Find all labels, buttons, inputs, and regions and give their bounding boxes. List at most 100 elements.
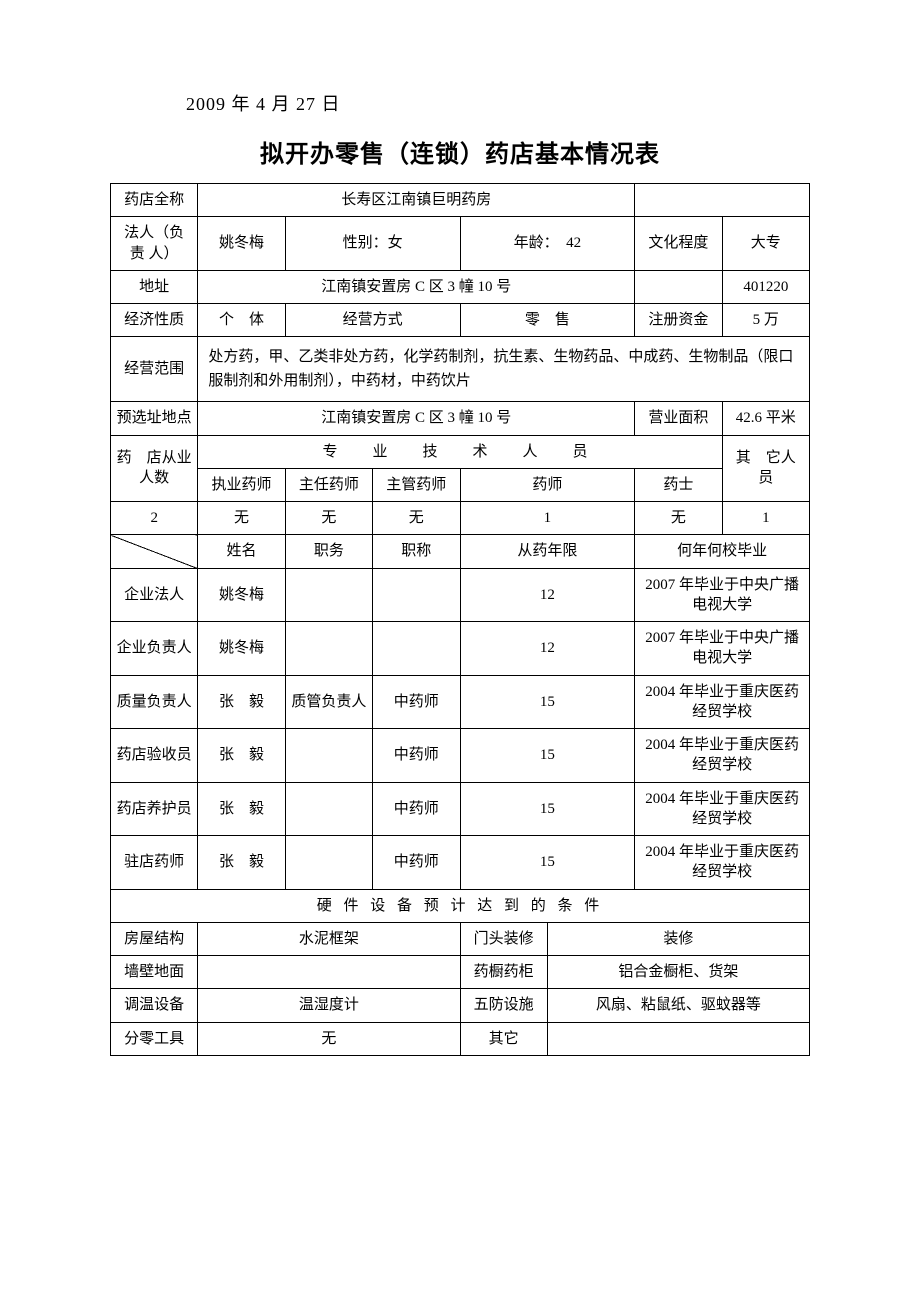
label-licensed-pharmacist: 执业药师 bbox=[198, 468, 285, 501]
value-business-area: 42.6 平米 bbox=[722, 402, 809, 435]
row-person-maintainer: 药店养护员 张 毅 中药师 15 2004 年毕业于重庆医药经贸学校 bbox=[111, 782, 810, 836]
row-business-scope: 经营范围 处方药，甲、乙类非处方药，化学药制剂，抗生素、生物药品、中成药、生物制… bbox=[111, 337, 810, 402]
person-name: 张 毅 bbox=[198, 729, 285, 783]
label-title: 职称 bbox=[373, 535, 460, 568]
value-temp-control: 温湿度计 bbox=[198, 989, 460, 1022]
row-temp-control: 调温设备 温湿度计 五防设施 风扇、粘鼠纸、驱蚊器等 bbox=[111, 989, 810, 1022]
value-chief-pharmacist: 无 bbox=[285, 502, 372, 535]
label-store-name: 药店全称 bbox=[111, 184, 198, 217]
document-date: 2009 年 4 月 27 日 bbox=[186, 90, 810, 116]
person-title: 中药师 bbox=[373, 729, 460, 783]
value-others bbox=[547, 1022, 809, 1055]
label-professional-header: 专 业 技 术 人 员 bbox=[198, 435, 722, 468]
value-registered-capital: 5 万 bbox=[722, 304, 809, 337]
value-retail-tools: 无 bbox=[198, 1022, 460, 1055]
row-store-name: 药店全称 长寿区江南镇巨明药房 bbox=[111, 184, 810, 217]
value-address: 江南镇安置房 C 区 3 幢 10 号 bbox=[198, 270, 635, 303]
empty-cell bbox=[635, 184, 810, 217]
row-staff-counts: 2 无 无 无 1 无 1 bbox=[111, 502, 810, 535]
role-resident-pharmacist: 驻店药师 bbox=[111, 836, 198, 890]
label-registered-capital: 注册资金 bbox=[635, 304, 722, 337]
empty-cell bbox=[635, 270, 722, 303]
role-manager: 企业负责人 bbox=[111, 622, 198, 676]
label-preselected-location: 预选址地点 bbox=[111, 402, 198, 435]
person-name: 张 毅 bbox=[198, 675, 285, 729]
person-title: 中药师 bbox=[373, 782, 460, 836]
role-maintainer: 药店养护员 bbox=[111, 782, 198, 836]
label-chief-pharmacist: 主任药师 bbox=[285, 468, 372, 501]
value-business-mode: 零 售 bbox=[460, 304, 635, 337]
value-staff-count: 2 bbox=[111, 502, 198, 535]
value-other-staff: 1 bbox=[722, 502, 809, 535]
row-person-inspector: 药店验收员 张 毅 中药师 15 2004 年毕业于重庆医药经贸学校 bbox=[111, 729, 810, 783]
label-education: 文化程度 bbox=[635, 217, 722, 271]
value-postal-code: 401220 bbox=[722, 270, 809, 303]
person-position: 质管负责人 bbox=[285, 675, 372, 729]
label-business-scope: 经营范围 bbox=[111, 337, 198, 402]
person-years: 12 bbox=[460, 622, 635, 676]
person-grad: 2007 年毕业于中央广播电视大学 bbox=[635, 568, 810, 622]
person-grad: 2004 年毕业于重庆医药经贸学校 bbox=[635, 675, 810, 729]
label-retail-tools: 分零工具 bbox=[111, 1022, 198, 1055]
value-business-scope: 处方药，甲、乙类非处方药，化学药制剂，抗生素、生物药品、中成药、生物制品（限口服… bbox=[198, 337, 810, 402]
row-person-resident: 驻店药师 张 毅 中药师 15 2004 年毕业于重庆医药经贸学校 bbox=[111, 836, 810, 890]
person-name: 张 毅 bbox=[198, 836, 285, 890]
value-education: 大专 bbox=[722, 217, 809, 271]
value-five-proof: 风扇、粘鼠纸、驱蚊器等 bbox=[547, 989, 809, 1022]
label-gender: 性别： bbox=[343, 235, 388, 251]
label-supervising-pharmacist: 主管药师 bbox=[373, 468, 460, 501]
person-name: 姚冬梅 bbox=[198, 568, 285, 622]
person-years: 15 bbox=[460, 729, 635, 783]
person-years: 15 bbox=[460, 675, 635, 729]
person-name: 张 毅 bbox=[198, 782, 285, 836]
row-staff-subheader: 执业药师 主任药师 主管药师 药师 药士 bbox=[111, 468, 810, 501]
value-licensed-pharmacist: 无 bbox=[198, 502, 285, 535]
pharmacy-info-table: 药店全称 长寿区江南镇巨明药房 法人（负 责 人） 姚冬梅 性别：女 年龄： 4… bbox=[110, 183, 810, 1056]
row-hardware-header: 硬 件 设 备 预 计 达 到 的 条 件 bbox=[111, 889, 810, 922]
row-retail-tools: 分零工具 无 其它 bbox=[111, 1022, 810, 1055]
label-pharmacy-tech: 药士 bbox=[635, 468, 722, 501]
person-title bbox=[373, 568, 460, 622]
label-pharmacist: 药师 bbox=[460, 468, 635, 501]
person-position bbox=[285, 622, 372, 676]
person-years: 15 bbox=[460, 782, 635, 836]
person-title: 中药师 bbox=[373, 836, 460, 890]
person-grad: 2004 年毕业于重庆医药经贸学校 bbox=[635, 729, 810, 783]
value-supervising-pharmacist: 无 bbox=[373, 502, 460, 535]
label-other-staff: 其 它人 员 bbox=[722, 435, 809, 502]
role-legal-person: 企业法人 bbox=[111, 568, 198, 622]
label-name: 姓名 bbox=[198, 535, 285, 568]
label-temp-control: 调温设备 bbox=[111, 989, 198, 1022]
label-legal-person: 法人（负 责 人） bbox=[111, 217, 198, 271]
label-five-proof: 五防设施 bbox=[460, 989, 547, 1022]
value-legal-person-name: 姚冬梅 bbox=[198, 217, 285, 271]
label-medicine-cabinet: 药橱药柜 bbox=[460, 956, 547, 989]
role-quality-manager: 质量负责人 bbox=[111, 675, 198, 729]
person-years: 15 bbox=[460, 836, 635, 890]
label-position: 职务 bbox=[285, 535, 372, 568]
value-gender: 女 bbox=[388, 235, 403, 251]
person-position bbox=[285, 729, 372, 783]
person-title bbox=[373, 622, 460, 676]
row-legal-person: 法人（负 责 人） 姚冬梅 性别：女 年龄： 42 文化程度 大专 bbox=[111, 217, 810, 271]
label-years-exp: 从药年限 bbox=[460, 535, 635, 568]
label-others: 其它 bbox=[460, 1022, 547, 1055]
row-building: 房屋结构 水泥框架 门头装修 装修 bbox=[111, 922, 810, 955]
row-economic: 经济性质 个 体 经营方式 零 售 注册资金 5 万 bbox=[111, 304, 810, 337]
person-title: 中药师 bbox=[373, 675, 460, 729]
row-person-quality: 质量负责人 张 毅 质管负责人 中药师 15 2004 年毕业于重庆医药经贸学校 bbox=[111, 675, 810, 729]
value-storefront-decor: 装修 bbox=[547, 922, 809, 955]
row-address: 地址 江南镇安置房 C 区 3 幢 10 号 401220 bbox=[111, 270, 810, 303]
row-person-legal: 企业法人 姚冬梅 12 2007 年毕业于中央广播电视大学 bbox=[111, 568, 810, 622]
value-pharmacist: 1 bbox=[460, 502, 635, 535]
label-economic-nature: 经济性质 bbox=[111, 304, 198, 337]
person-position bbox=[285, 836, 372, 890]
value-wall-floor bbox=[198, 956, 460, 989]
label-grad-info: 何年何校毕业 bbox=[635, 535, 810, 568]
label-hardware-header: 硬 件 设 备 预 计 达 到 的 条 件 bbox=[111, 889, 810, 922]
value-age: 42 bbox=[566, 235, 581, 251]
cell-age: 年龄： 42 bbox=[460, 217, 635, 271]
role-inspector: 药店验收员 bbox=[111, 729, 198, 783]
row-personnel-header: 姓名 职务 职称 从药年限 何年何校毕业 bbox=[111, 535, 810, 568]
label-age: 年龄： bbox=[514, 235, 552, 251]
